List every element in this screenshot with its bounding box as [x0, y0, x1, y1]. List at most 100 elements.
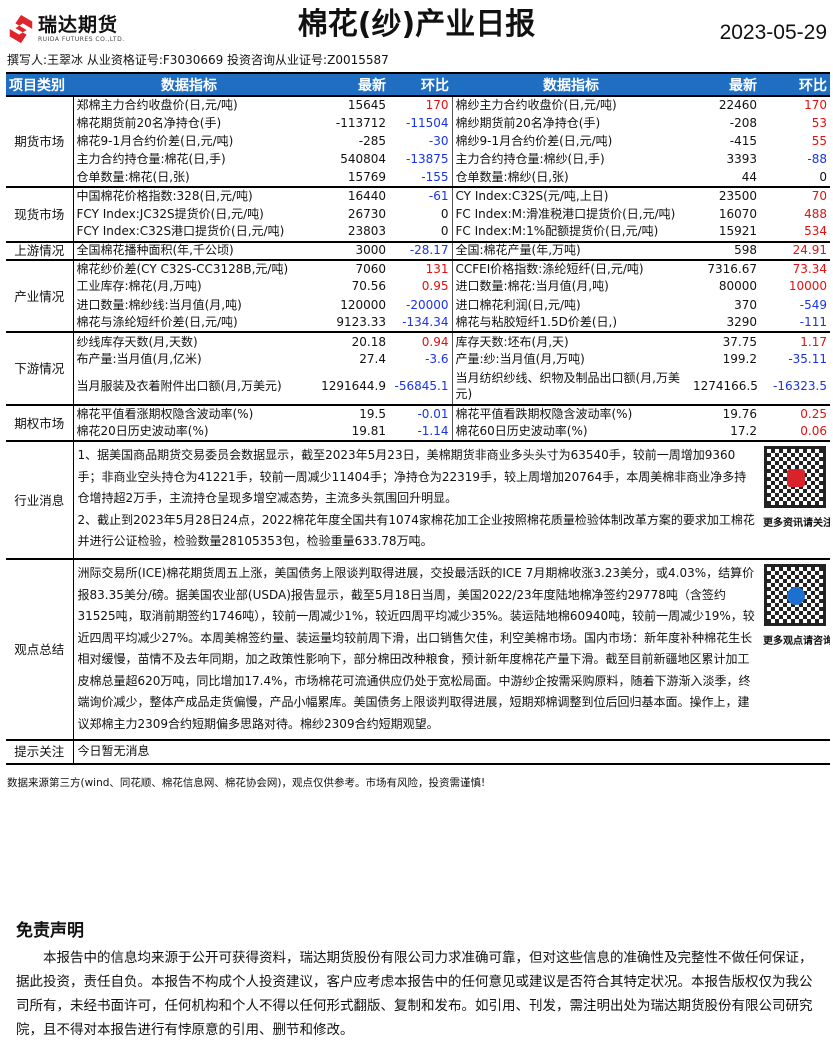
category-label: 期权市场 [6, 403, 74, 442]
latest-value: 1274166.5 [693, 378, 758, 393]
change-value: 70 [760, 185, 830, 206]
indicator-name: CY Index:C32S(元/吨,上日) [451, 185, 690, 206]
change-value: 73.34 [760, 258, 830, 278]
table-row: 棉花20日历史波动率(%) 19.81 -1.14 棉花60日历史波动率(%) 17.2… [6, 423, 830, 442]
qr-caption: 更多观点请咨询! [763, 636, 830, 648]
change-value: 534 [804, 224, 827, 239]
indicator-name: 全国:棉花产量(年,万吨) [451, 240, 690, 260]
change-value: -28.17 [389, 240, 452, 260]
change-value: -3.6 [425, 352, 449, 367]
indicator-name: 工业库存:棉花(月,万吨) [72, 277, 305, 297]
change-value: 53 [811, 115, 827, 130]
latest-value: 70.56 [351, 279, 386, 294]
qr-follow[interactable]: 更多资讯请关注! [760, 440, 830, 560]
view-row: 观点总结 洲际交易所(ICE)棉花期货周五上涨，美国债务上限谈判取得进展，交投最… [6, 558, 830, 741]
news-text: 1、据美国商品期货交易委员会数据显示，截至2023年5月23日，美棉期货非商业多… [73, 440, 760, 560]
latest-value: 22460 [690, 94, 760, 115]
table-row: 主力合约持仓量:棉花(日,手) 540804 -13875 主力合约持仓量:棉纱(日,… [6, 150, 830, 169]
view-text: 洲际交易所(ICE)棉花期货周五上涨，美国债务上限谈判取得进展，交投最活跃的IC… [73, 558, 760, 741]
logo-text-block: 瑞达期货 RUIDA FUTURES CO.,LTD. [38, 14, 125, 44]
change-value: 0 [440, 224, 449, 239]
change-value: -549 [799, 297, 827, 312]
indicator-name: 当月纺织纱线、织物及制品出口额(月,万美元) [451, 368, 690, 405]
latest-value: -285 [358, 133, 386, 148]
indicator-name: 全国棉花播种面积(年,千公顷) [72, 240, 305, 260]
latest-value: 27.4 [359, 352, 386, 367]
indicator-name: 仓单数量:棉纱(日,张) [451, 168, 690, 187]
data-table: 项目类别 数据指标 最新 环比 数据指标 最新 环比 期货市场 郑棉主力合约收盘价… [6, 72, 830, 765]
change-value: -111 [799, 315, 827, 330]
category-label: 产业情况 [6, 258, 74, 333]
change-value: 0 [819, 169, 827, 184]
indicator-name: 棉纱9-1月合约价差(日,元/吨) [451, 132, 690, 151]
latest-value: 23500 [690, 185, 760, 206]
indicator-name: 棉花60日历史波动率(%) [451, 423, 690, 442]
table-row: 当月服装及衣着附件出口额(月,万美元) 1291644.9 -56845.1 当月纺织… [6, 368, 830, 405]
change-value: -13875 [405, 152, 449, 167]
latest-value: 1291644.9 [321, 378, 386, 393]
change-value: 0 [440, 206, 449, 221]
change-value: 488 [804, 206, 827, 221]
change-value: 1.17 [760, 331, 830, 351]
latest-value: 15921 [718, 224, 757, 239]
page-title: 棉花(纱)产业日报 [297, 7, 536, 42]
latest-value: 37.75 [690, 331, 760, 351]
col-latest: 最新 [305, 72, 389, 96]
indicator-name: 库存天数:坯布(月,天) [451, 331, 690, 351]
notice-text: 今日暂无消息 [73, 739, 830, 764]
indicator-name: 郑棉主力合约收盘价(日,元/吨) [72, 94, 305, 115]
indicator-name: FC Index:M:1%配额提货价(日,元/吨) [451, 223, 690, 242]
table-row: 仓单数量:棉花(日,张) 15769 -155 仓单数量:棉纱(日,张) 44 0 [6, 168, 830, 187]
data-source-note: 数据来源第三方(wind、同花顺、棉花信息网、棉花协会网)，观点仅供参考。市场有… [7, 777, 486, 789]
latest-value: 19.5 [305, 403, 389, 423]
qr-code-icon [764, 446, 826, 509]
author-line: 撰写人:王翠冰 从业资格证号:F3030669 投资咨询从业证号:Z001558… [7, 53, 389, 67]
col-indicator: 数据指标 [452, 72, 690, 96]
category-label: 现货市场 [6, 185, 74, 242]
indicator-name: 棉花平值看跌期权隐含波动率(%) [451, 403, 690, 423]
news-row: 行业消息 1、据美国商品期货交易委员会数据显示，截至2023年5月23日，美棉期… [6, 440, 830, 560]
latest-value: 44 [741, 169, 757, 184]
notice-row: 提示关注 今日暂无消息 [6, 739, 830, 764]
latest-value: -208 [729, 115, 757, 130]
change-value: -88 [807, 152, 827, 167]
news-paragraph: 2、截止到2023年5月28日24点，2022棉花年度全国共有1074家棉花加工… [77, 512, 755, 549]
indicator-name: 棉花与粘胶短纤1.5D价差(日,) [451, 314, 690, 333]
category-label: 下游情况 [6, 331, 74, 405]
latest-value: 26730 [347, 206, 386, 221]
change-value: 0.95 [421, 279, 449, 294]
latest-value: -113712 [335, 115, 386, 130]
latest-value: 120000 [340, 297, 386, 312]
indicator-name: 棉纱主力合约收盘价(日,元/吨) [451, 94, 690, 115]
change-value: -56845.1 [394, 378, 449, 393]
latest-value: 199.2 [722, 352, 757, 367]
news-paragraph: 1、据美国商品期货交易委员会数据显示，截至2023年5月23日，美棉期货非商业多… [77, 448, 747, 506]
latest-value: 15645 [305, 94, 389, 115]
latest-value: 19.76 [690, 403, 760, 423]
indicator-name: 中国棉花价格指数:328(日,元/吨) [72, 185, 305, 206]
col-indicator: 数据指标 [73, 72, 305, 96]
table-row: 棉花期货前20名净持仓(手) -113712 -11504 棉纱期货前20名净持仓(手… [6, 114, 830, 133]
indicator-name: 纱线库存天数(月,天数) [72, 331, 305, 351]
indicator-name: 仓单数量:棉花(日,张) [72, 168, 305, 187]
disclaimer-title: 免责声明 [16, 921, 84, 941]
indicator-name: 产量:纱:当月值(月,万吨) [451, 350, 690, 369]
table-row: 产业情况 棉花纱价差(CY C32S-CC3128B,元/吨) 7060 131 CCF… [6, 258, 830, 333]
disclaimer-text: 本报告中的信息均来源于公开可获得资料，瑞达期货股份有限公司力求准确可靠，但对这些… [16, 950, 813, 1038]
table-row: 布产量:当月值(月,亿米) 27.4 -3.6 产量:纱:当月值(月,万吨) 199.2… [6, 350, 830, 369]
indicator-name: 布产量:当月值(月,亿米) [72, 350, 305, 369]
table-row: 棉花与涤纶短纤价差(日,元/吨) 9123.33 -134.34 棉花与粘胶短纤1.5… [6, 314, 830, 333]
latest-value: 370 [734, 297, 757, 312]
change-value: 0.94 [389, 331, 452, 351]
latest-value: 23803 [347, 224, 386, 239]
change-value: -16323.5 [773, 378, 827, 393]
qr-caption: 更多资讯请关注! [763, 518, 830, 530]
qr-consult[interactable]: 更多观点请咨询! [760, 558, 830, 741]
indicator-name: 主力合约持仓量:棉花(日,手) [72, 150, 305, 169]
indicator-name: FCY Index:JC32S提货价(日,元/吨) [72, 205, 305, 224]
category-label: 观点总结 [6, 558, 74, 741]
indicator-name: 棉花与涤纶短纤价差(日,元/吨) [72, 314, 305, 333]
latest-value: 3290 [726, 315, 757, 330]
latest-value: 20.18 [305, 331, 389, 351]
indicator-name: 棉花平值看涨期权隐含波动率(%) [72, 403, 305, 423]
